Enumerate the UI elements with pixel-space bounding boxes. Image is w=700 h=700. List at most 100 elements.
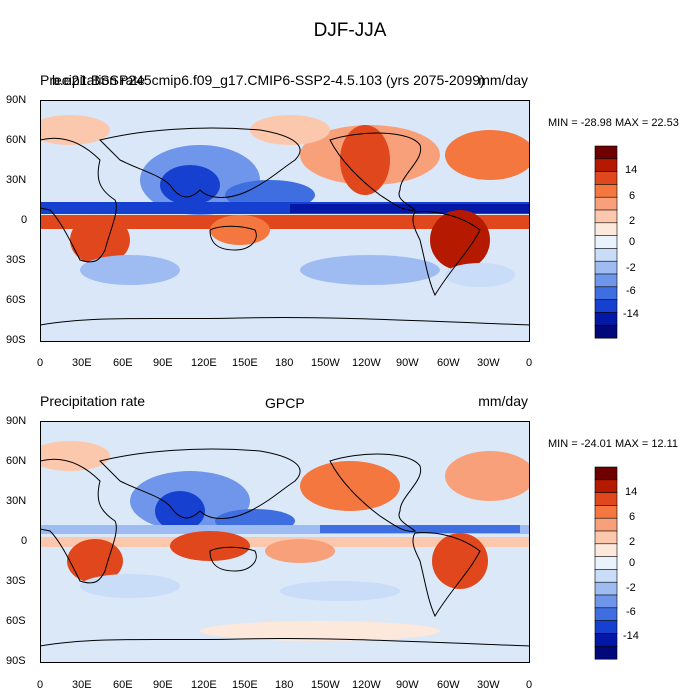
colorbar-swatch — [594, 312, 618, 326]
bay-of-bengal-anomaly — [155, 491, 205, 531]
lat-tick: 60N — [6, 455, 27, 467]
siberia-anomaly — [250, 115, 330, 145]
panel1-units-label: mm/day — [478, 72, 528, 88]
colorbar-label: 6 — [629, 190, 636, 202]
lon-tick: 30W — [477, 357, 500, 369]
south-pacific-anomaly — [300, 255, 440, 285]
australia-coast — [209, 225, 257, 251]
colorbar-swatch — [594, 530, 618, 545]
north-pacific-anomaly — [300, 461, 400, 511]
lon-tick: 180 — [275, 357, 294, 369]
colorbar-swatch — [594, 235, 618, 249]
panel1-left-label: Precipitation rate — [40, 72, 146, 88]
australia-coast — [209, 546, 257, 572]
colorbar-swatch — [594, 171, 618, 185]
colorbar-label: 14 — [625, 164, 638, 176]
south-indian-anomaly — [80, 574, 180, 598]
lon-tick: 90W — [396, 679, 419, 691]
south-indian-anomaly — [80, 255, 180, 285]
lat-tick: 60S — [6, 615, 26, 627]
colorbar-swatch — [594, 222, 618, 237]
europe-anomaly — [40, 441, 110, 471]
southern-africa-anomaly — [70, 215, 130, 265]
colorbar-swatch — [594, 556, 618, 570]
lon-tick: 150E — [232, 679, 258, 691]
map-frame — [40, 100, 530, 342]
colorbar-swatch — [594, 209, 618, 224]
lon-tick: 0 — [526, 357, 533, 369]
lon-tick: 120E — [191, 679, 217, 691]
colorbar-swatch — [594, 324, 618, 339]
panel2-colorbar — [594, 466, 618, 660]
colorbar-label: -2 — [626, 582, 636, 594]
colorbar-label: 2 — [629, 536, 636, 548]
lon-tick: 150E — [232, 357, 258, 369]
lat-tick: 90S — [6, 334, 26, 346]
eurasia-coast — [99, 127, 301, 198]
panel2-left-label: Precipitation rate — [40, 393, 146, 409]
lat-tick: 90S — [6, 655, 26, 667]
colorbar-swatch — [594, 479, 618, 494]
africa-europe-coast — [40, 458, 117, 584]
antarctica-coast — [40, 637, 530, 647]
eurasia-coast — [99, 448, 301, 519]
colorbar-swatch — [594, 505, 618, 519]
lon-tick: 60W — [437, 357, 460, 369]
colorbar-swatch — [594, 581, 618, 596]
colorbar-swatch — [594, 607, 618, 622]
colorbar-label: 6 — [629, 511, 636, 523]
coastlines — [40, 448, 530, 647]
colorbar-label: -6 — [626, 606, 636, 618]
lat-tick: 60S — [6, 294, 26, 306]
lat-tick: 0 — [21, 214, 28, 226]
south-pacific-convergence-anomaly — [265, 539, 335, 563]
lon-tick: 0 — [37, 357, 44, 369]
lon-tick: 90E — [153, 679, 173, 691]
pacific-itcz-band — [290, 204, 530, 213]
figure-title: DJF-JJA — [313, 20, 387, 41]
lon-tick: 150W — [311, 357, 340, 369]
colorbar-swatch — [594, 569, 618, 583]
panel2-map — [40, 421, 530, 663]
lon-tick: 60W — [437, 679, 460, 691]
lon-tick: 30E — [72, 679, 92, 691]
colorbar-label: -2 — [626, 262, 636, 274]
lat-tick: 0 — [21, 535, 28, 547]
lat-tick: 90N — [6, 94, 27, 106]
colorbar-label: 0 — [629, 236, 636, 248]
lat-tick: 30S — [6, 254, 26, 266]
lon-tick: 30E — [72, 357, 92, 369]
lon-tick: 150W — [311, 679, 340, 691]
lon-tick: 0 — [37, 679, 44, 691]
antarctica-coast — [40, 316, 530, 326]
colorbar-label: 14 — [625, 486, 638, 498]
colorbar-swatch — [594, 594, 618, 609]
colorbar-swatch — [594, 466, 618, 481]
south-america-coast — [412, 532, 481, 618]
southern-ocean-anomaly — [200, 621, 440, 641]
colorbar-label: 2 — [629, 215, 636, 227]
panel1-case-label: b.e21.BSSP245cmip6.f09_g17.CMIP6-SSP2-4.… — [52, 72, 485, 88]
colorbar-swatch — [594, 620, 618, 634]
panel2-min-max: MIN = -24.01 MAX = 12.11 — [548, 438, 679, 450]
colorbar-swatch — [594, 248, 618, 262]
lon-tick: 120W — [352, 679, 381, 691]
colorbar-swatch — [594, 286, 618, 301]
lon-tick: 60E — [113, 679, 133, 691]
bay-of-bengal-anomaly — [160, 165, 220, 205]
lat-tick: 90N — [6, 415, 27, 427]
lat-tick: 30S — [6, 575, 26, 587]
colorbar-swatch — [594, 492, 618, 506]
maritime-continent-anomaly — [170, 531, 250, 561]
lon-tick: 180 — [275, 679, 294, 691]
colorbar-swatch — [594, 517, 618, 532]
north-america-coast — [329, 453, 422, 532]
sh-itcz-band — [40, 215, 530, 229]
colorbar-label: -14 — [623, 630, 639, 642]
lat-tick: 60N — [6, 134, 27, 146]
lat-tick: 30N — [6, 174, 27, 186]
panel1-min-max: MIN = -28.98 MAX = 22.53 — [548, 117, 679, 129]
nh-itcz-band — [40, 525, 530, 534]
africa-europe-coast — [40, 137, 117, 263]
south-pacific-anomaly — [280, 581, 400, 601]
